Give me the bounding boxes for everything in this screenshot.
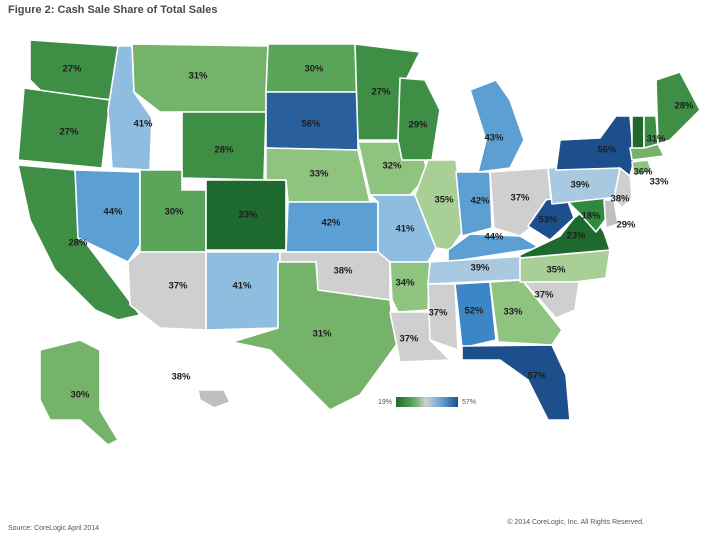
label-ak: 30% <box>70 390 90 401</box>
label-tn: 39% <box>470 263 490 274</box>
label-ky: 44% <box>484 232 504 243</box>
label-al: 52% <box>464 306 484 317</box>
label-me: 28% <box>674 101 694 112</box>
label-mi: 43% <box>484 133 504 144</box>
state-nv <box>74 169 141 263</box>
label-ok: 38% <box>333 266 353 277</box>
copyright-note: © 2014 CoreLogic, Inc. All Rights Reserv… <box>507 519 644 526</box>
label-ny: 56% <box>597 145 617 156</box>
label-fl: 57% <box>527 371 547 382</box>
label-oh: 37% <box>510 193 530 204</box>
label-la: 37% <box>399 334 419 345</box>
state-la <box>389 311 451 363</box>
label-wa: 27% <box>62 64 82 75</box>
label-in: 42% <box>470 196 490 207</box>
label-ca: 28% <box>68 238 88 249</box>
state-ga <box>489 279 563 346</box>
label-id: 41% <box>133 119 153 130</box>
legend-gradient-bar <box>396 397 459 407</box>
state-de <box>603 199 619 229</box>
source-note: Source: CoreLogic April 2014 <box>8 525 100 532</box>
label-nj: 38% <box>610 194 630 205</box>
label-sd: 56% <box>301 119 321 130</box>
state-tx <box>231 261 401 411</box>
state-vt <box>631 115 645 149</box>
label-mn: 27% <box>371 87 391 98</box>
state-ky <box>447 233 541 263</box>
label-nc: 35% <box>546 265 566 276</box>
state-ak <box>39 339 119 446</box>
legend-max-label: 57% <box>462 398 477 406</box>
label-va: 23% <box>566 231 586 242</box>
label-ut: 30% <box>164 207 184 218</box>
state-fl <box>461 344 571 421</box>
label-vt: 31% <box>646 134 666 145</box>
label-wv: 53% <box>538 215 558 226</box>
label-ne: 33% <box>309 169 329 180</box>
state-ct <box>631 159 653 177</box>
label-nv: 44% <box>103 207 123 218</box>
state-ny <box>555 115 635 177</box>
label-or: 27% <box>59 127 79 138</box>
label-ms: 37% <box>428 308 448 319</box>
label-az: 37% <box>168 281 188 292</box>
state-hi <box>197 389 231 409</box>
label-ma: 36% <box>633 167 653 178</box>
label-nd: 30% <box>304 64 324 75</box>
state-in <box>455 171 493 237</box>
label-wi: 29% <box>408 120 428 131</box>
label-mt: 31% <box>188 71 208 82</box>
label-ks: 42% <box>321 218 341 229</box>
label-sc: 37% <box>534 290 554 301</box>
label-mo: 41% <box>395 224 415 235</box>
label-ar: 34% <box>395 278 415 289</box>
color-legend: 19% 57% <box>378 397 476 407</box>
state-me <box>655 71 701 145</box>
state-az <box>127 251 207 331</box>
state-ar <box>389 261 431 313</box>
label-ga: 33% <box>503 307 523 318</box>
label-ct: 33% <box>649 177 669 188</box>
label-nm: 41% <box>232 281 252 292</box>
label-md: 18% <box>581 211 601 222</box>
label-hi: 38% <box>171 372 191 383</box>
label-co: 23% <box>238 210 258 221</box>
label-tx: 31% <box>312 329 332 340</box>
legend-min-label: 19% <box>378 398 393 406</box>
state-or <box>17 87 111 169</box>
state-ms <box>427 283 459 351</box>
figure-title: Figure 2: Cash Sale Share of Total Sales <box>8 4 218 16</box>
state-wv <box>527 195 575 241</box>
label-il: 35% <box>434 195 454 206</box>
label-ia: 32% <box>382 161 402 172</box>
label-pa: 39% <box>570 180 590 191</box>
state-al <box>454 281 497 349</box>
label-de: 29% <box>616 220 636 231</box>
state-mi <box>469 79 525 173</box>
label-wy: 28% <box>214 145 234 156</box>
